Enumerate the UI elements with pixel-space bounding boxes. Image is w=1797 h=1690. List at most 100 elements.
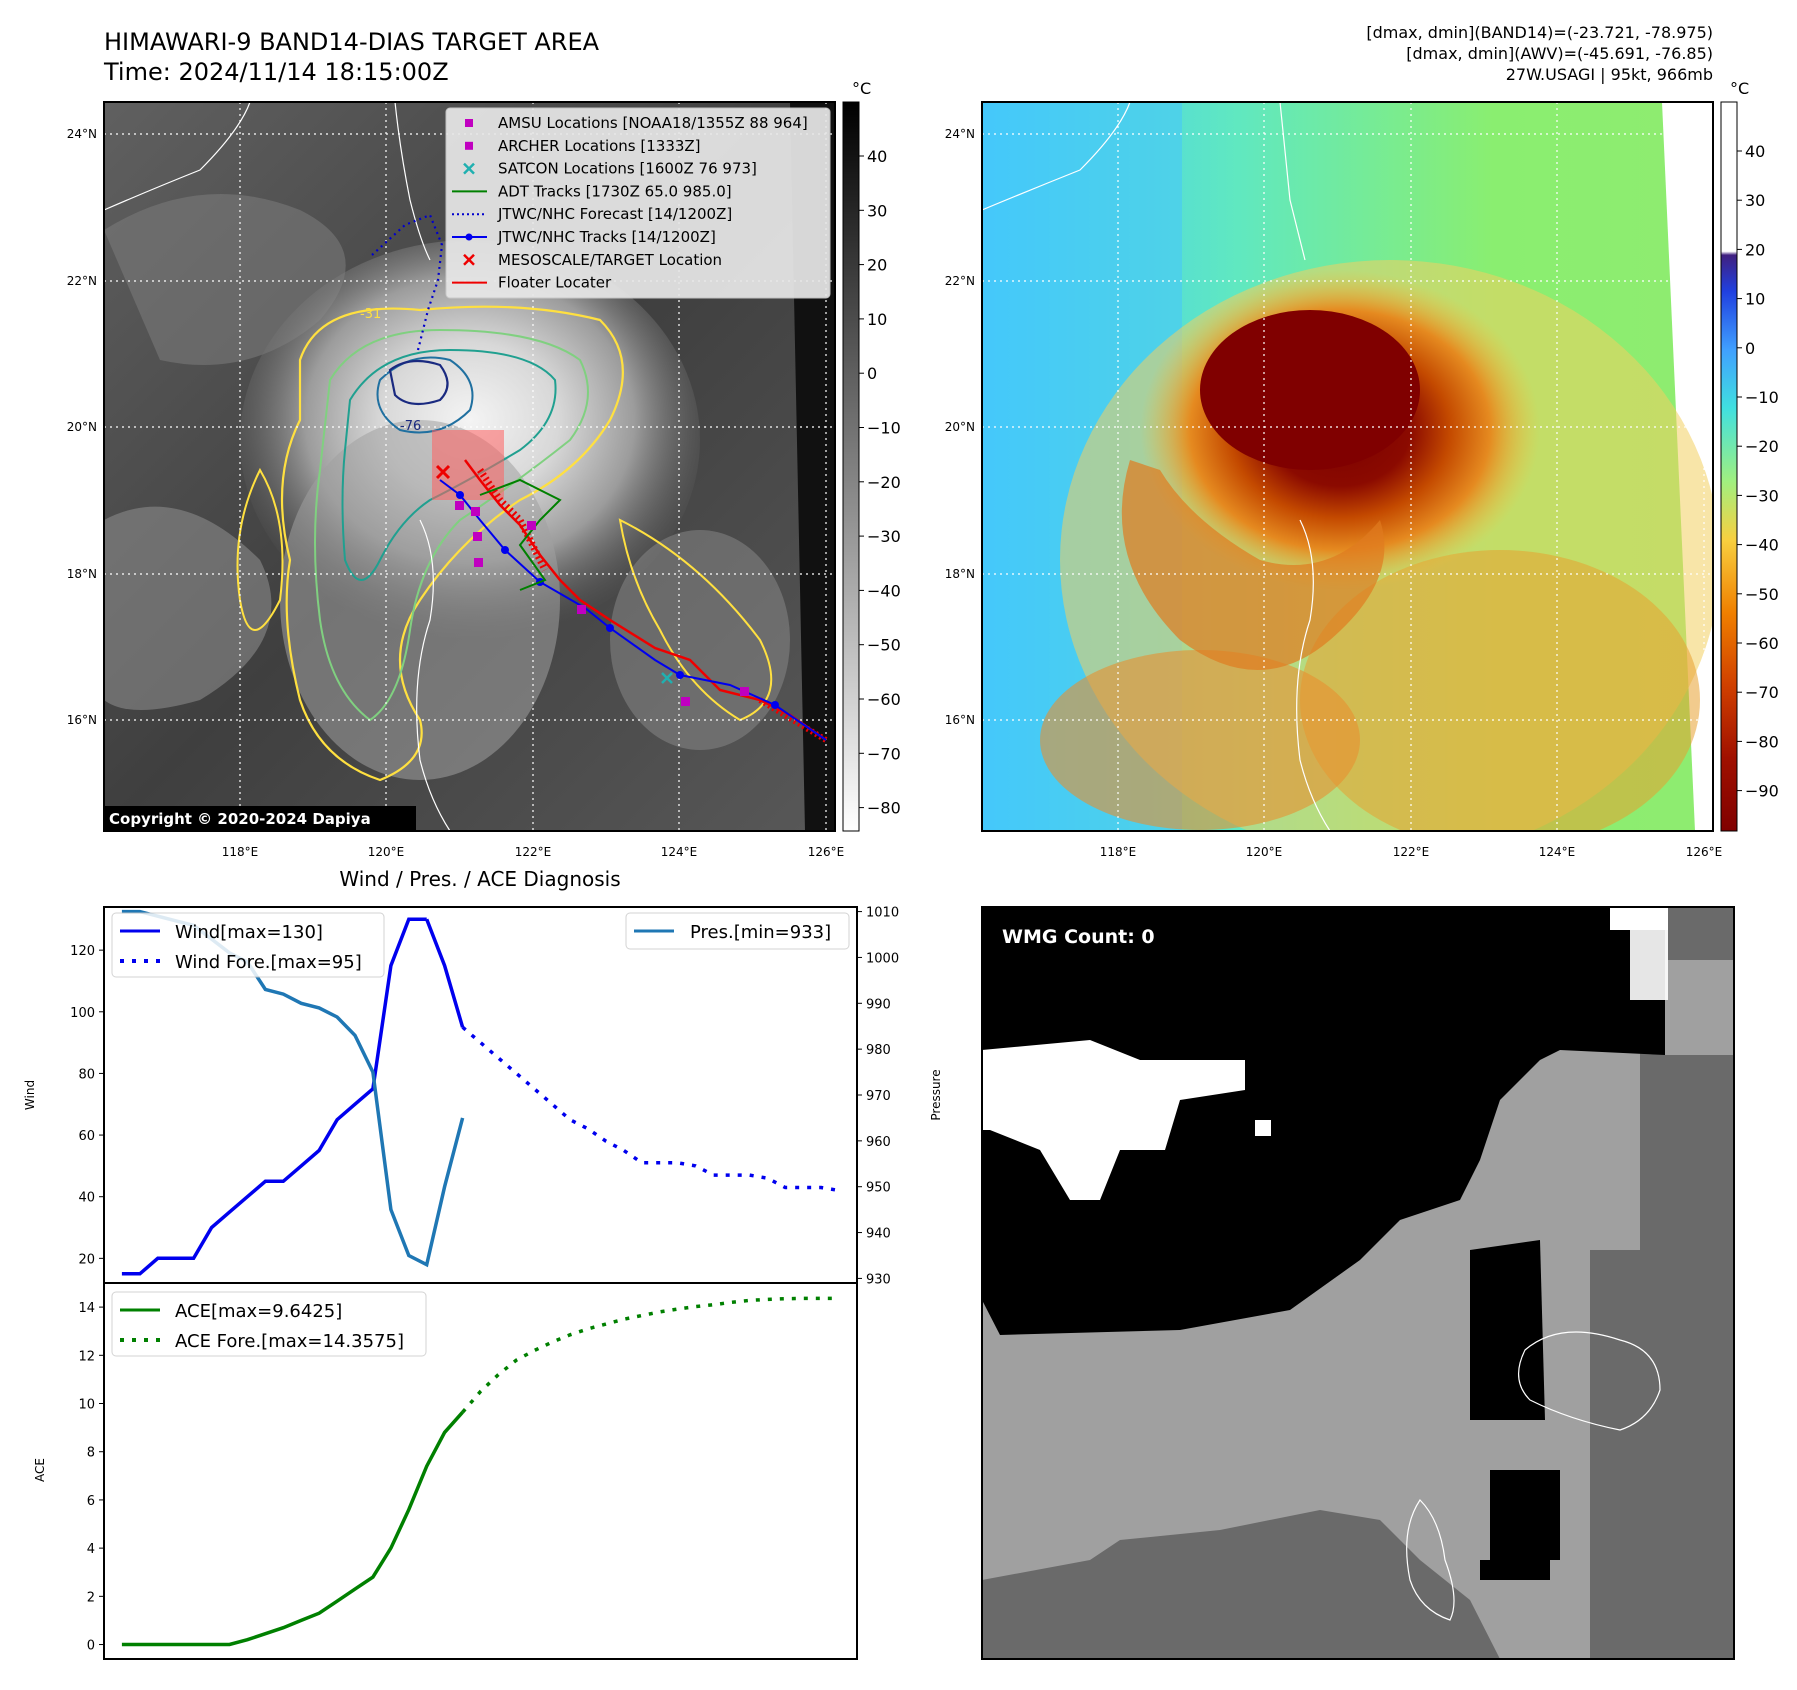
wind-tick-label: 40 <box>78 1191 95 1206</box>
lon-label: 120°E <box>368 845 405 859</box>
legend-item: AMSU Locations [NOAA18/1355Z 88 964] <box>465 114 808 132</box>
pressure-tick-label: 1010 <box>866 906 899 921</box>
wind-tick-label: 80 <box>78 1067 95 1082</box>
legend-label: ARCHER Locations [1333Z] <box>498 137 701 155</box>
legend-label: ADT Tracks [1730Z 65.0 985.0] <box>498 182 732 200</box>
lon-label: 120°E <box>1246 845 1283 859</box>
contour-label: -31 <box>360 307 381 322</box>
legend-label: AMSU Locations [NOAA18/1355Z 88 964] <box>498 114 808 132</box>
colorbar-tick: −30 <box>1745 486 1779 505</box>
pressure-tick-label: 940 <box>866 1227 891 1242</box>
ace-axis-label: ACE <box>33 1458 47 1482</box>
copyright: Copyright © 2020-2024 Dapiya <box>109 810 371 828</box>
legend-marker <box>465 141 473 150</box>
diagnosis-title: Wind / Pres. / ACE Diagnosis <box>339 867 620 891</box>
wind-tick-label: 120 <box>70 944 95 959</box>
legend-item: SATCON Locations [1600Z 76 973] <box>463 160 757 178</box>
colorbar-tick: −70 <box>867 744 901 763</box>
colorbar-tick: −20 <box>1745 437 1779 456</box>
lon-label: 124°E <box>661 845 698 859</box>
legend-wind: Wind[max=130] <box>175 922 323 943</box>
colorbar-tick: −50 <box>1745 585 1779 604</box>
ace-chart: 0 2 4 6 8 10 12 14 ACE ACE[max=9.6425] ACE Fore… <box>33 1282 858 1660</box>
legend-item: JTWC/NHC Tracks [14/1200Z] <box>452 228 716 246</box>
series-wind-tail <box>425 918 465 1028</box>
figure-time: Time: 2024/11/14 18:15:00Z <box>103 58 449 86</box>
ace-tick-label: 12 <box>78 1349 95 1364</box>
legend-pressure: Pres.[min=933] <box>690 922 831 943</box>
wind-tick-label: 20 <box>78 1252 95 1267</box>
colorbar-tick: −50 <box>867 636 901 655</box>
wind-tick-label: 60 <box>78 1129 95 1144</box>
lon-label: 126°E <box>1686 845 1723 859</box>
pressure-tick-label: 990 <box>866 997 891 1012</box>
colorbar-tick: 0 <box>1745 339 1755 358</box>
lat-label: 20°N <box>945 420 975 434</box>
colorbar-tick: −10 <box>867 419 901 438</box>
legend-label: MESOSCALE/TARGET Location <box>498 251 722 269</box>
awv-range: [dmax, dmin](AWV)=(-45.691, -76.85) <box>1406 44 1713 63</box>
legend-item: ARCHER Locations [1333Z] <box>465 137 701 155</box>
ace-tick-label: 8 <box>87 1446 95 1461</box>
figure-title: HIMAWARI-9 BAND14-DIAS TARGET AREA <box>104 28 600 56</box>
ace-tick-label: 0 <box>87 1639 95 1654</box>
colorbar-tick: −90 <box>1745 782 1779 801</box>
contour-label: -76 <box>400 419 421 434</box>
wind-pressure-chart: 20 40 60 80 100 120 930 940 950 960 970 980 990 1000… <box>23 906 943 1288</box>
series-ace-fore- <box>461 1296 840 1414</box>
lat-label: 16°N <box>67 713 97 727</box>
pressure-tick-label: 950 <box>866 1181 891 1196</box>
colorbar-tick: 0 <box>867 364 877 383</box>
lon-label: 122°E <box>515 845 552 859</box>
awv-colorbar: °C 40 30 20 10 0 −10 −20 −30 −40 −50 −60 −70 −80 −90 <box>1720 79 1779 832</box>
pressure-legend: Pres.[min=933] <box>625 912 850 950</box>
colorbar-tick: 20 <box>867 256 887 275</box>
colorbar-tick: 40 <box>867 147 887 166</box>
lon-label: 126°E <box>808 845 845 859</box>
lon-label: 118°E <box>222 845 259 859</box>
colorbar-unit: °C <box>852 79 871 98</box>
lat-label: 24°N <box>945 127 975 141</box>
lat-label: 18°N <box>67 567 97 581</box>
ace-tick-label: 6 <box>87 1494 95 1509</box>
lon-label: 124°E <box>1539 845 1576 859</box>
colorbar-tick: −20 <box>867 473 901 492</box>
legend-item: JTWC/NHC Forecast [14/1200Z] <box>452 205 732 223</box>
colorbar-tick: −40 <box>867 581 901 600</box>
lon-label: 118°E <box>1100 845 1137 859</box>
colorbar-tick: −10 <box>1745 388 1779 407</box>
colorbar-tick: 10 <box>867 310 887 329</box>
legend-marker <box>463 253 475 266</box>
pressure-tick-label: 960 <box>866 1135 891 1150</box>
colorbar-tick: −80 <box>1745 732 1779 751</box>
pressure-tick-label: 980 <box>866 1043 891 1058</box>
band14-range: [dmax, dmin](BAND14)=(-23.721, -78.975) <box>1366 23 1713 42</box>
pressure-axis-label: Pressure <box>929 1069 943 1120</box>
colorbar-tick: −80 <box>867 799 901 818</box>
legend-label: Floater Locater <box>498 274 612 292</box>
legend-marker <box>465 119 473 127</box>
colorbar-tick: −60 <box>867 690 901 709</box>
lon-label: 122°E <box>1393 845 1430 859</box>
wmg-count-badge <box>994 920 1178 952</box>
lat-label: 20°N <box>67 420 97 434</box>
ir-colorbar: °C 40 30 20 10 0 −10 −20 −30 −40 −50 −60 −70 −80 <box>842 79 901 832</box>
legend-ace-fore: ACE Fore.[max=14.3575] <box>175 1331 404 1352</box>
wmg-count: WMG Count: 0 <box>1002 926 1155 948</box>
ace-tick-label: 4 <box>87 1542 95 1557</box>
awv-map-panel <box>981 101 1714 832</box>
wind-tick-label: 100 <box>70 1006 95 1021</box>
colorbar-tick: 20 <box>1745 240 1765 259</box>
pressure-tick-label: 930 <box>866 1272 891 1287</box>
colorbar-tick: 10 <box>1745 290 1765 309</box>
colorbar-tick: 40 <box>1745 142 1765 161</box>
lat-label: 18°N <box>945 567 975 581</box>
ace-legend: ACE[max=9.6425] ACE Fore.[max=14.3575] <box>111 1291 427 1357</box>
legend-item: ADT Tracks [1730Z 65.0 985.0] <box>452 182 732 200</box>
lat-label: 22°N <box>67 274 97 288</box>
colorbar-tick: −40 <box>1745 536 1779 555</box>
legend-label: JTWC/NHC Tracks [14/1200Z] <box>497 228 716 246</box>
storm-info: 27W.USAGI | 95kt, 966mb <box>1506 65 1713 84</box>
colorbar-tick: 30 <box>867 201 887 220</box>
